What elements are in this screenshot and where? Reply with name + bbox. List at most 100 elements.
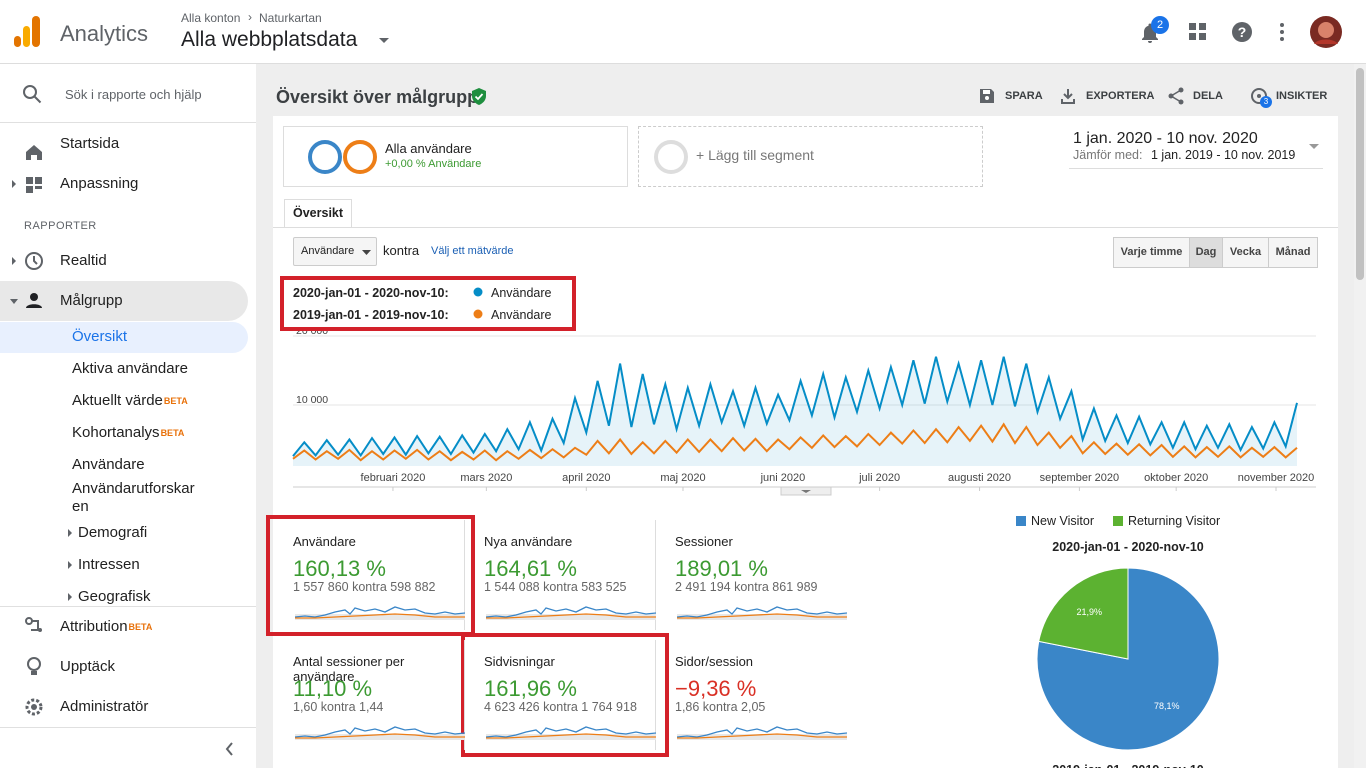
choose-metric[interactable]: Välj ett mätvärde (431, 245, 514, 257)
logo (14, 16, 40, 47)
legend-swatch (1113, 516, 1123, 526)
series-area (293, 356, 1297, 466)
property-selector[interactable]: Alla webbplatsdata (181, 28, 358, 51)
legend-label: Användare (491, 308, 552, 322)
scorecard[interactable]: Sessioner 189,01 % 2 491 194 kontra 861 98… (665, 520, 847, 630)
nav-item[interactable]: Användare (72, 456, 145, 473)
x-tick-label: november 2020 (1238, 472, 1314, 484)
nav-item[interactable]: Geografisk (78, 588, 151, 605)
nav-item[interactable]: Aktuellt värdeBETA (72, 391, 188, 411)
x-tick-label: mars 2020 (460, 472, 512, 484)
beta-tag: BETA (160, 428, 185, 438)
scorecard[interactable]: Sidvisningar 161,96 % 4 623 426 kontra 1 7… (474, 640, 656, 750)
toolbar-icons (980, 87, 1267, 105)
nav-item[interactable]: Startsida (60, 135, 120, 152)
breadcrumb[interactable]: Alla konton (181, 11, 241, 25)
verified-icon (472, 88, 486, 105)
scorecard-title: Användare (293, 534, 356, 549)
nav-item[interactable]: AttributionBETA (60, 617, 152, 637)
svg-text:?: ? (1238, 24, 1247, 40)
legend-period: 2020-jan-01 - 2020-nov-10: (293, 286, 449, 300)
sparkline (677, 606, 847, 620)
chart-resize-arrow (801, 490, 811, 493)
sparkline-part (677, 733, 847, 739)
add-segment[interactable] (638, 126, 983, 187)
divider (0, 727, 256, 728)
granularity-button[interactable]: Varje timme (1113, 237, 1190, 268)
legend-dot (473, 287, 483, 297)
sparkline-part (295, 726, 465, 738)
sparkline-part (486, 614, 656, 620)
nav-active-bg (0, 322, 248, 353)
x-tick-label: april 2020 (562, 472, 610, 484)
date-dropdown[interactable] (1308, 143, 1320, 151)
nav-item[interactable]: Användarutforskaren (72, 480, 195, 515)
search-input[interactable]: Sök i rapporte och hjälp (65, 87, 202, 102)
sparkline-part (486, 734, 656, 740)
sparkline-part (486, 606, 656, 618)
scorecard-title: Sidor/session (675, 654, 754, 669)
toolbar-action[interactable]: INSIKTER (1276, 90, 1328, 102)
sidebar (0, 64, 256, 768)
scorecard[interactable]: Användare 160,13 % 1 557 860 kontra 598 88… (283, 520, 465, 630)
nav-item[interactable]: Intressen (78, 556, 140, 573)
sparkline (295, 606, 465, 620)
scorecard[interactable]: Nya användare 164,61 % 1 544 088 kontra 58… (474, 520, 656, 630)
scorecard-change: 164,61 % (484, 556, 577, 581)
x-tick-label: februari 2020 (361, 472, 426, 484)
highlight-box (266, 515, 475, 636)
nav-item[interactable]: KohortanalysBETA (72, 423, 184, 443)
x-tick-label: september 2020 (1040, 472, 1120, 484)
beta-tag: BETA (163, 396, 188, 406)
legend-label: New Visitor (1031, 514, 1094, 528)
avatar[interactable] (1310, 16, 1342, 48)
breadcrumb-sep: › (248, 10, 252, 24)
scorecard-detail: 1,86 kontra 2,05 (675, 700, 766, 714)
x-tick-label: augusti 2020 (948, 472, 1011, 484)
scorecard[interactable]: Antal sessioner per användare 11,10 % 1,60… (283, 640, 465, 750)
nav-item[interactable]: Demografi (78, 524, 148, 541)
nav-item[interactable]: Upptäck (60, 658, 116, 675)
sparkline-part (486, 613, 656, 619)
scorecard[interactable]: Sidor/session −9,36 % 1,86 kontra 2,05 (665, 640, 847, 750)
scorecard-title: Sidvisningar (484, 654, 555, 669)
granularity-button[interactable]: Dag (1189, 237, 1223, 268)
sparkline (486, 606, 656, 620)
toolbar-action[interactable]: EXPORTERA (1086, 90, 1155, 102)
legend-dot (473, 309, 483, 319)
granularity-button[interactable]: Månad (1268, 237, 1318, 268)
menu-icon[interactable] (1279, 23, 1285, 41)
nav-item[interactable]: Målgrupp (60, 292, 123, 309)
date-range[interactable]: 1 jan. 2020 - 10 nov. 2020 (1073, 130, 1258, 147)
dropdown-arrow (379, 38, 389, 43)
nav-item[interactable]: Realtid (60, 252, 107, 269)
nav-selected-bg (0, 281, 248, 321)
breadcrumb[interactable]: Naturkartan (259, 11, 322, 25)
tab[interactable]: Översikt (284, 199, 353, 228)
scrollbar[interactable] (1354, 64, 1366, 768)
toolbar-action[interactable]: DELA (1193, 90, 1223, 102)
compare-range: 1 jan. 2019 - 10 nov. 2019 (1151, 148, 1296, 162)
nav-label: Attribution (60, 618, 128, 635)
nav-item[interactable]: Administratör (60, 698, 149, 715)
x-tick-label: oktober 2020 (1144, 472, 1208, 484)
apps-icon[interactable] (1189, 23, 1207, 41)
pie-label: 78,1% (1154, 701, 1180, 711)
metric-dropdown[interactable]: Användare (293, 237, 377, 266)
nav-item[interactable]: Anpassning (60, 175, 139, 192)
scorecard-detail: 1 544 088 kontra 583 525 (484, 580, 627, 594)
nav-item[interactable]: Översikt (72, 328, 128, 345)
nav-label: Aktuellt värde (72, 392, 163, 409)
toolbar-action[interactable]: SPARA (1005, 90, 1043, 102)
x-tick-label: maj 2020 (660, 472, 705, 484)
section-label: RAPPORTER (24, 220, 97, 232)
pie-label: 21,9% (1077, 607, 1103, 617)
divider (0, 606, 256, 607)
sparkline-part (295, 734, 465, 740)
help-icon[interactable]: ? (1232, 22, 1252, 42)
nav-item[interactable]: Aktiva användare (72, 360, 188, 377)
tab-rule (273, 227, 1338, 228)
sparkline-part (295, 733, 465, 739)
